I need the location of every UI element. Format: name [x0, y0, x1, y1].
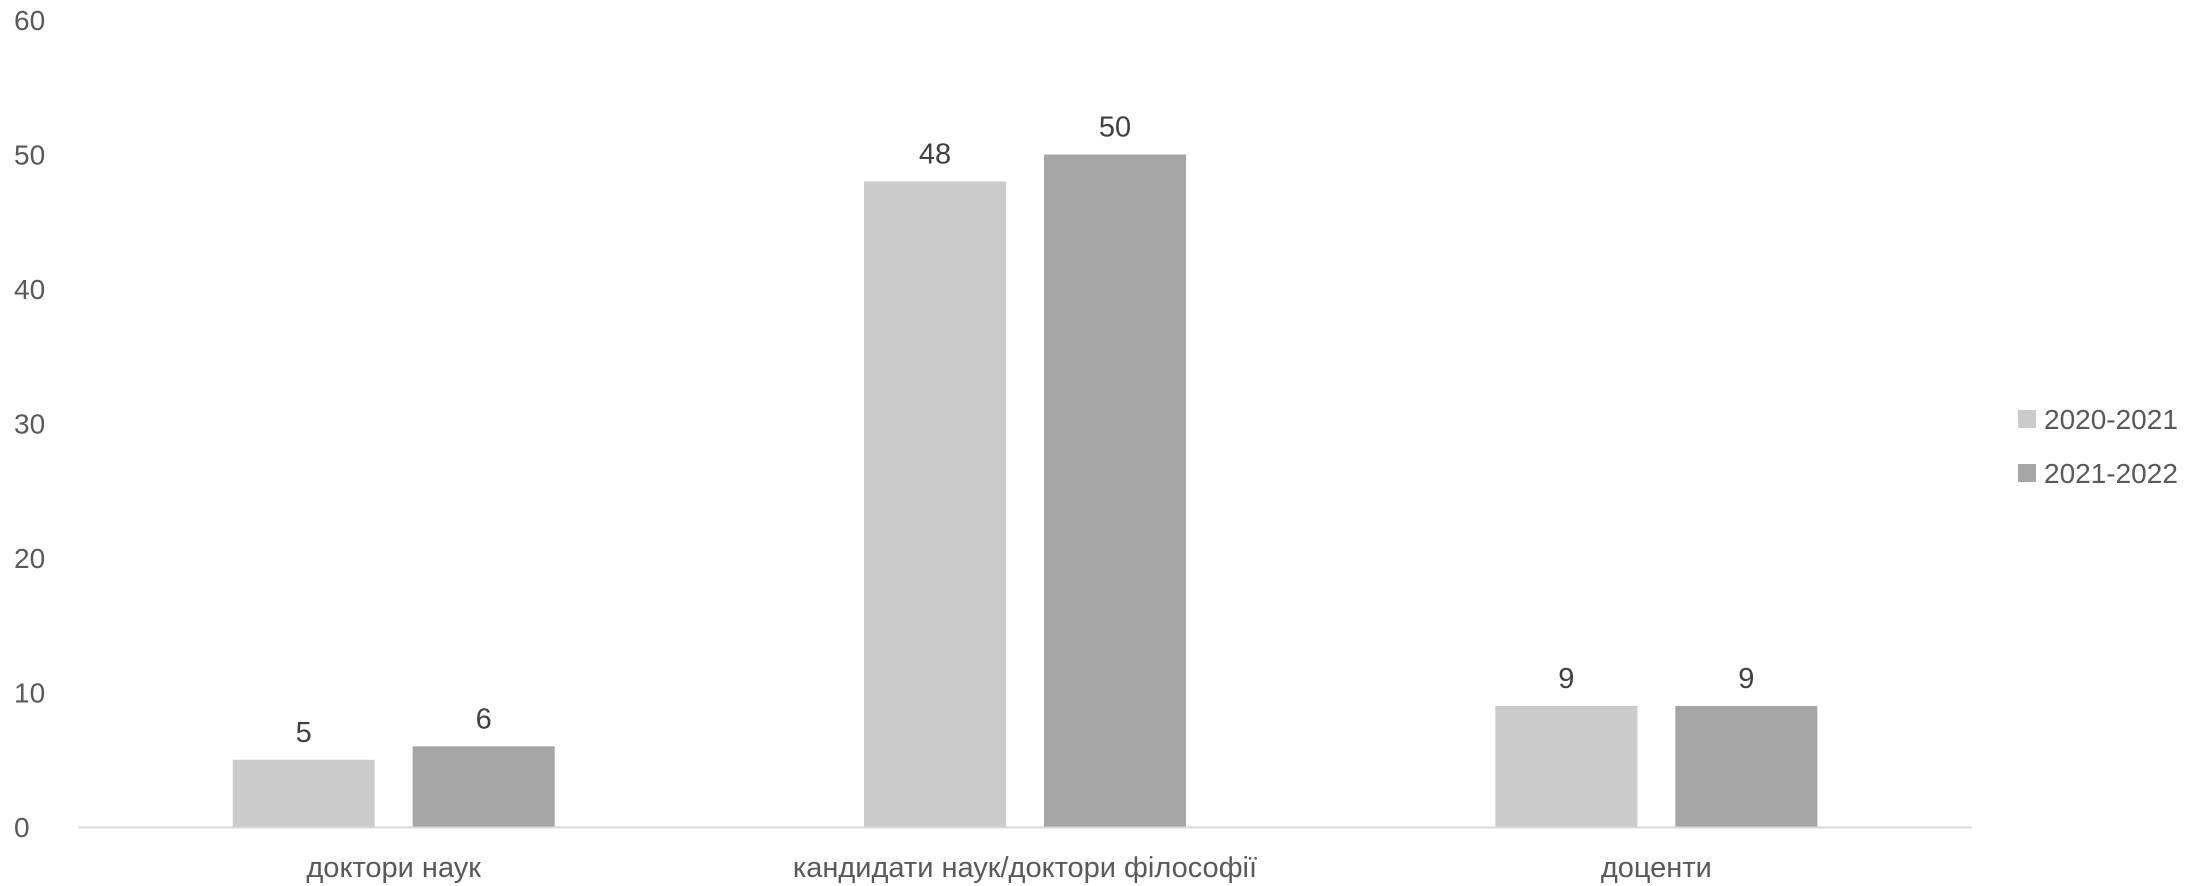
y-tick-label: 20 [14, 543, 45, 574]
legend-swatch [2018, 410, 2036, 428]
legend-swatch [2018, 464, 2036, 482]
bar [864, 181, 1006, 827]
y-tick-label: 0 [14, 812, 30, 843]
x-axis: доктори наук кандидати наук/доктори філос… [306, 852, 1711, 884]
data-label: 5 [296, 717, 312, 749]
y-tick-label: 50 [14, 140, 45, 171]
bar [1044, 154, 1186, 827]
bar [232, 759, 375, 827]
x-category-label: доктори наук [306, 852, 481, 884]
y-tick-label: 10 [14, 678, 45, 709]
y-tick-label: 60 [14, 5, 45, 36]
data-label: 50 [1099, 112, 1131, 144]
x-category-label: кандидати наук/доктори філософії [793, 852, 1257, 884]
y-axis: 0 10 20 30 40 50 60 [14, 5, 45, 843]
data-label: 9 [1738, 663, 1754, 695]
legend-label: 2021-2022 [2044, 458, 2178, 489]
legend: 2020-2021 2021-2022 [2018, 404, 2178, 489]
bar [412, 746, 555, 827]
y-tick-label: 40 [14, 274, 45, 305]
data-label: 48 [919, 138, 951, 170]
bar [1675, 705, 1818, 827]
bars [232, 154, 1818, 827]
data-label: 6 [476, 703, 492, 735]
data-labels: 5 6 48 50 9 9 [296, 112, 1755, 749]
y-tick-label: 30 [14, 409, 45, 440]
data-label: 9 [1558, 663, 1574, 695]
bar [1495, 705, 1638, 827]
legend-label: 2020-2021 [2044, 404, 2178, 435]
x-category-label: доценти [1601, 852, 1712, 884]
